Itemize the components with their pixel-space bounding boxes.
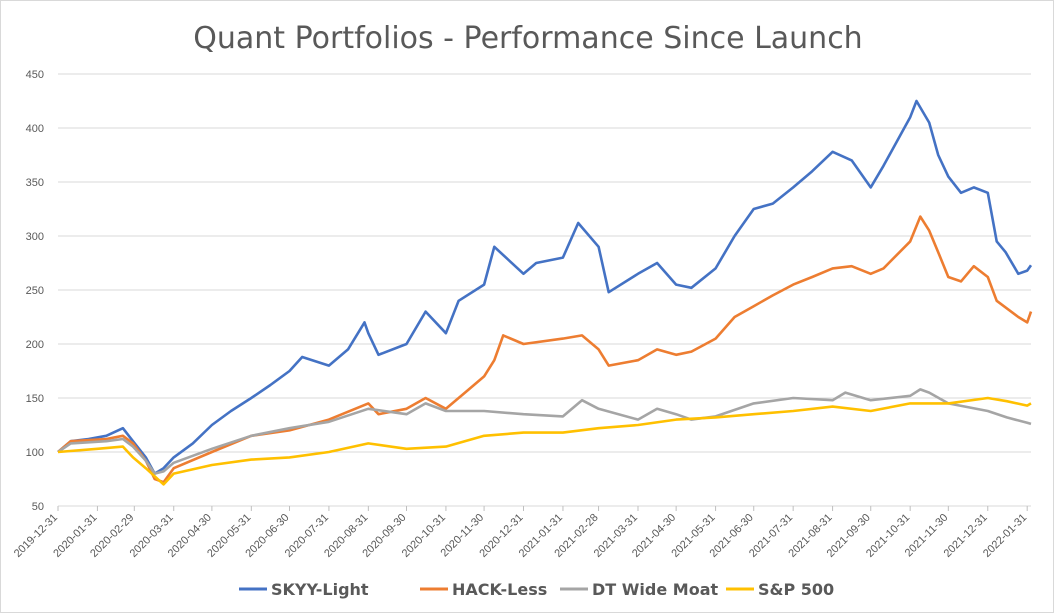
legend-label: S&P 500 [758,580,834,599]
series-lines [57,99,1033,486]
y-tick-label: 200 [26,339,44,351]
y-tick-label: 100 [26,447,44,459]
gridlines [58,73,1031,507]
chart-title: Quant Portfolios - Performance Since Lau… [193,21,862,56]
x-axis-ticks: 2019-12-312020-01-312020-02-292020-03-31… [12,506,1029,560]
legend-label: DT Wide Moat [592,580,718,599]
legend-label: HACK-Less [452,580,547,599]
y-tick-label: 300 [26,231,44,243]
y-tick-label: 150 [26,393,44,405]
series-line-skyy-light [57,99,1033,475]
legend-label: SKYY-Light [271,580,369,599]
series-line-hack-less [57,215,1033,484]
series-line-dt-wide-moat [57,388,1032,475]
series-line-s-p-500 [57,396,1032,486]
y-axis-ticks: 50 100 150 200 250 300 350 400 450 [26,69,44,513]
y-tick-label: 50 [32,501,44,513]
legend: SKYY-Light HACK-Less DT Wide Moat S&P 500 [239,580,834,599]
y-tick-label: 250 [26,285,44,297]
y-tick-label: 400 [26,123,44,135]
y-tick-label: 450 [26,69,44,81]
y-tick-label: 350 [26,177,44,189]
